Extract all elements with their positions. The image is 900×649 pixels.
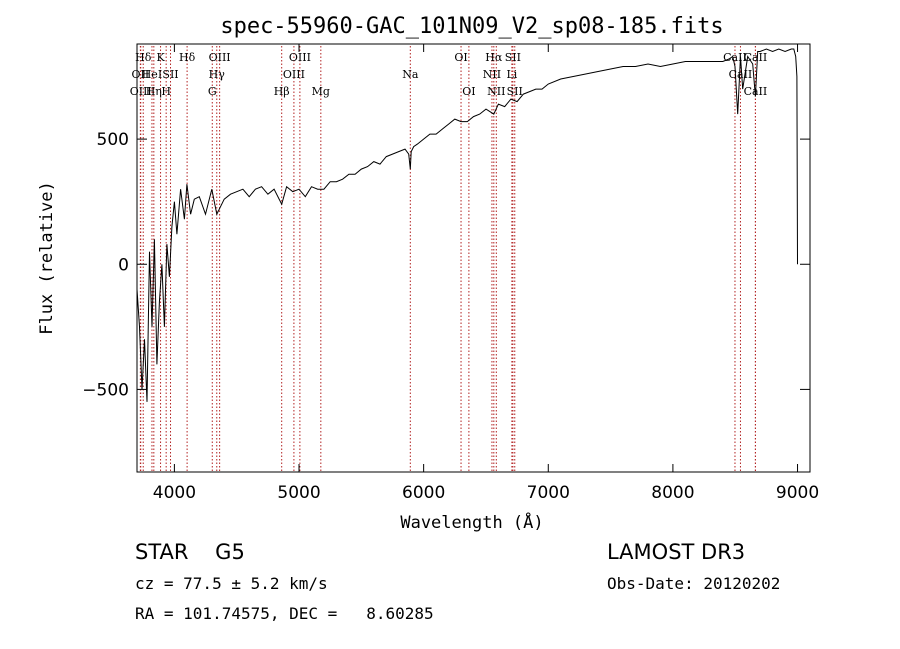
line-marker-label: SII bbox=[162, 68, 178, 81]
survey-name: LAMOST DR3 bbox=[607, 540, 746, 564]
x-tick-label: 9000 bbox=[776, 483, 819, 503]
line-marker-label: SII bbox=[507, 85, 523, 98]
line-marker-label: OIII bbox=[289, 51, 311, 64]
x-tick-label: 6000 bbox=[402, 483, 445, 503]
ra-dec: RA = 101.74575, DEC = 8.60285 bbox=[135, 604, 434, 623]
line-marker-label: Hγ bbox=[209, 68, 226, 81]
y-tick-label: −500 bbox=[82, 380, 129, 400]
line-marker-label: OI bbox=[462, 85, 475, 98]
line-marker-label: HeI bbox=[142, 68, 162, 81]
line-marker-label: OIII bbox=[283, 68, 305, 81]
x-axis-ticks: 4000 5000 6000 7000 8000 9000 bbox=[153, 44, 819, 503]
x-tick-label: 5000 bbox=[277, 483, 320, 503]
object-class: STAR G5 bbox=[135, 540, 245, 564]
x-tick-label: 8000 bbox=[651, 483, 694, 503]
line-marker-label: Hδ bbox=[179, 51, 196, 64]
line-marker-label: CaII bbox=[744, 51, 768, 64]
x-tick-label: 7000 bbox=[527, 483, 570, 503]
line-marker-label: K bbox=[156, 51, 165, 64]
y-axis-ticks: −500 0 500 bbox=[82, 130, 810, 400]
line-marker-label: Mg bbox=[312, 85, 330, 98]
line-marker-label: OIII bbox=[209, 51, 231, 64]
plot-frame bbox=[136, 43, 811, 473]
line-marker-label: OI bbox=[454, 51, 467, 64]
line-marker-label: CaII bbox=[729, 68, 753, 81]
line-marker-label: Hβ bbox=[274, 85, 290, 98]
line-marker-label: Na bbox=[402, 68, 419, 81]
line-marker-label: SII bbox=[505, 51, 521, 64]
obs-date: Obs-Date: 20120202 bbox=[607, 574, 781, 593]
x-axis-label: Wavelength (Å) bbox=[400, 511, 543, 533]
spectrum-line bbox=[136, 48, 798, 402]
y-axis-label: Flux (relative) bbox=[37, 181, 57, 335]
line-marker-label: Hα bbox=[485, 51, 503, 64]
line-marker-label: Li bbox=[506, 68, 517, 81]
line-marker-label: OII bbox=[132, 68, 150, 81]
line-marker-label: NII bbox=[487, 85, 505, 98]
line-marker-label: NII bbox=[483, 68, 501, 81]
line-marker-label: G bbox=[208, 85, 217, 98]
line-marker-label: OIII bbox=[130, 85, 152, 98]
chart-title: spec-55960-GAC_101N09_V2_sp08-185.fits bbox=[220, 14, 723, 39]
line-marker-label: Hη bbox=[146, 85, 162, 98]
x-tick-label: 4000 bbox=[153, 483, 196, 503]
redshift-cz: cz = 77.5 ± 5.2 km/s bbox=[135, 574, 328, 593]
y-tick-label: 0 bbox=[118, 255, 129, 275]
line-marker-label: Hδ bbox=[135, 51, 152, 64]
y-tick-label: 500 bbox=[97, 130, 129, 150]
line-marker-label: H bbox=[161, 85, 171, 98]
line-markers bbox=[139, 46, 756, 472]
